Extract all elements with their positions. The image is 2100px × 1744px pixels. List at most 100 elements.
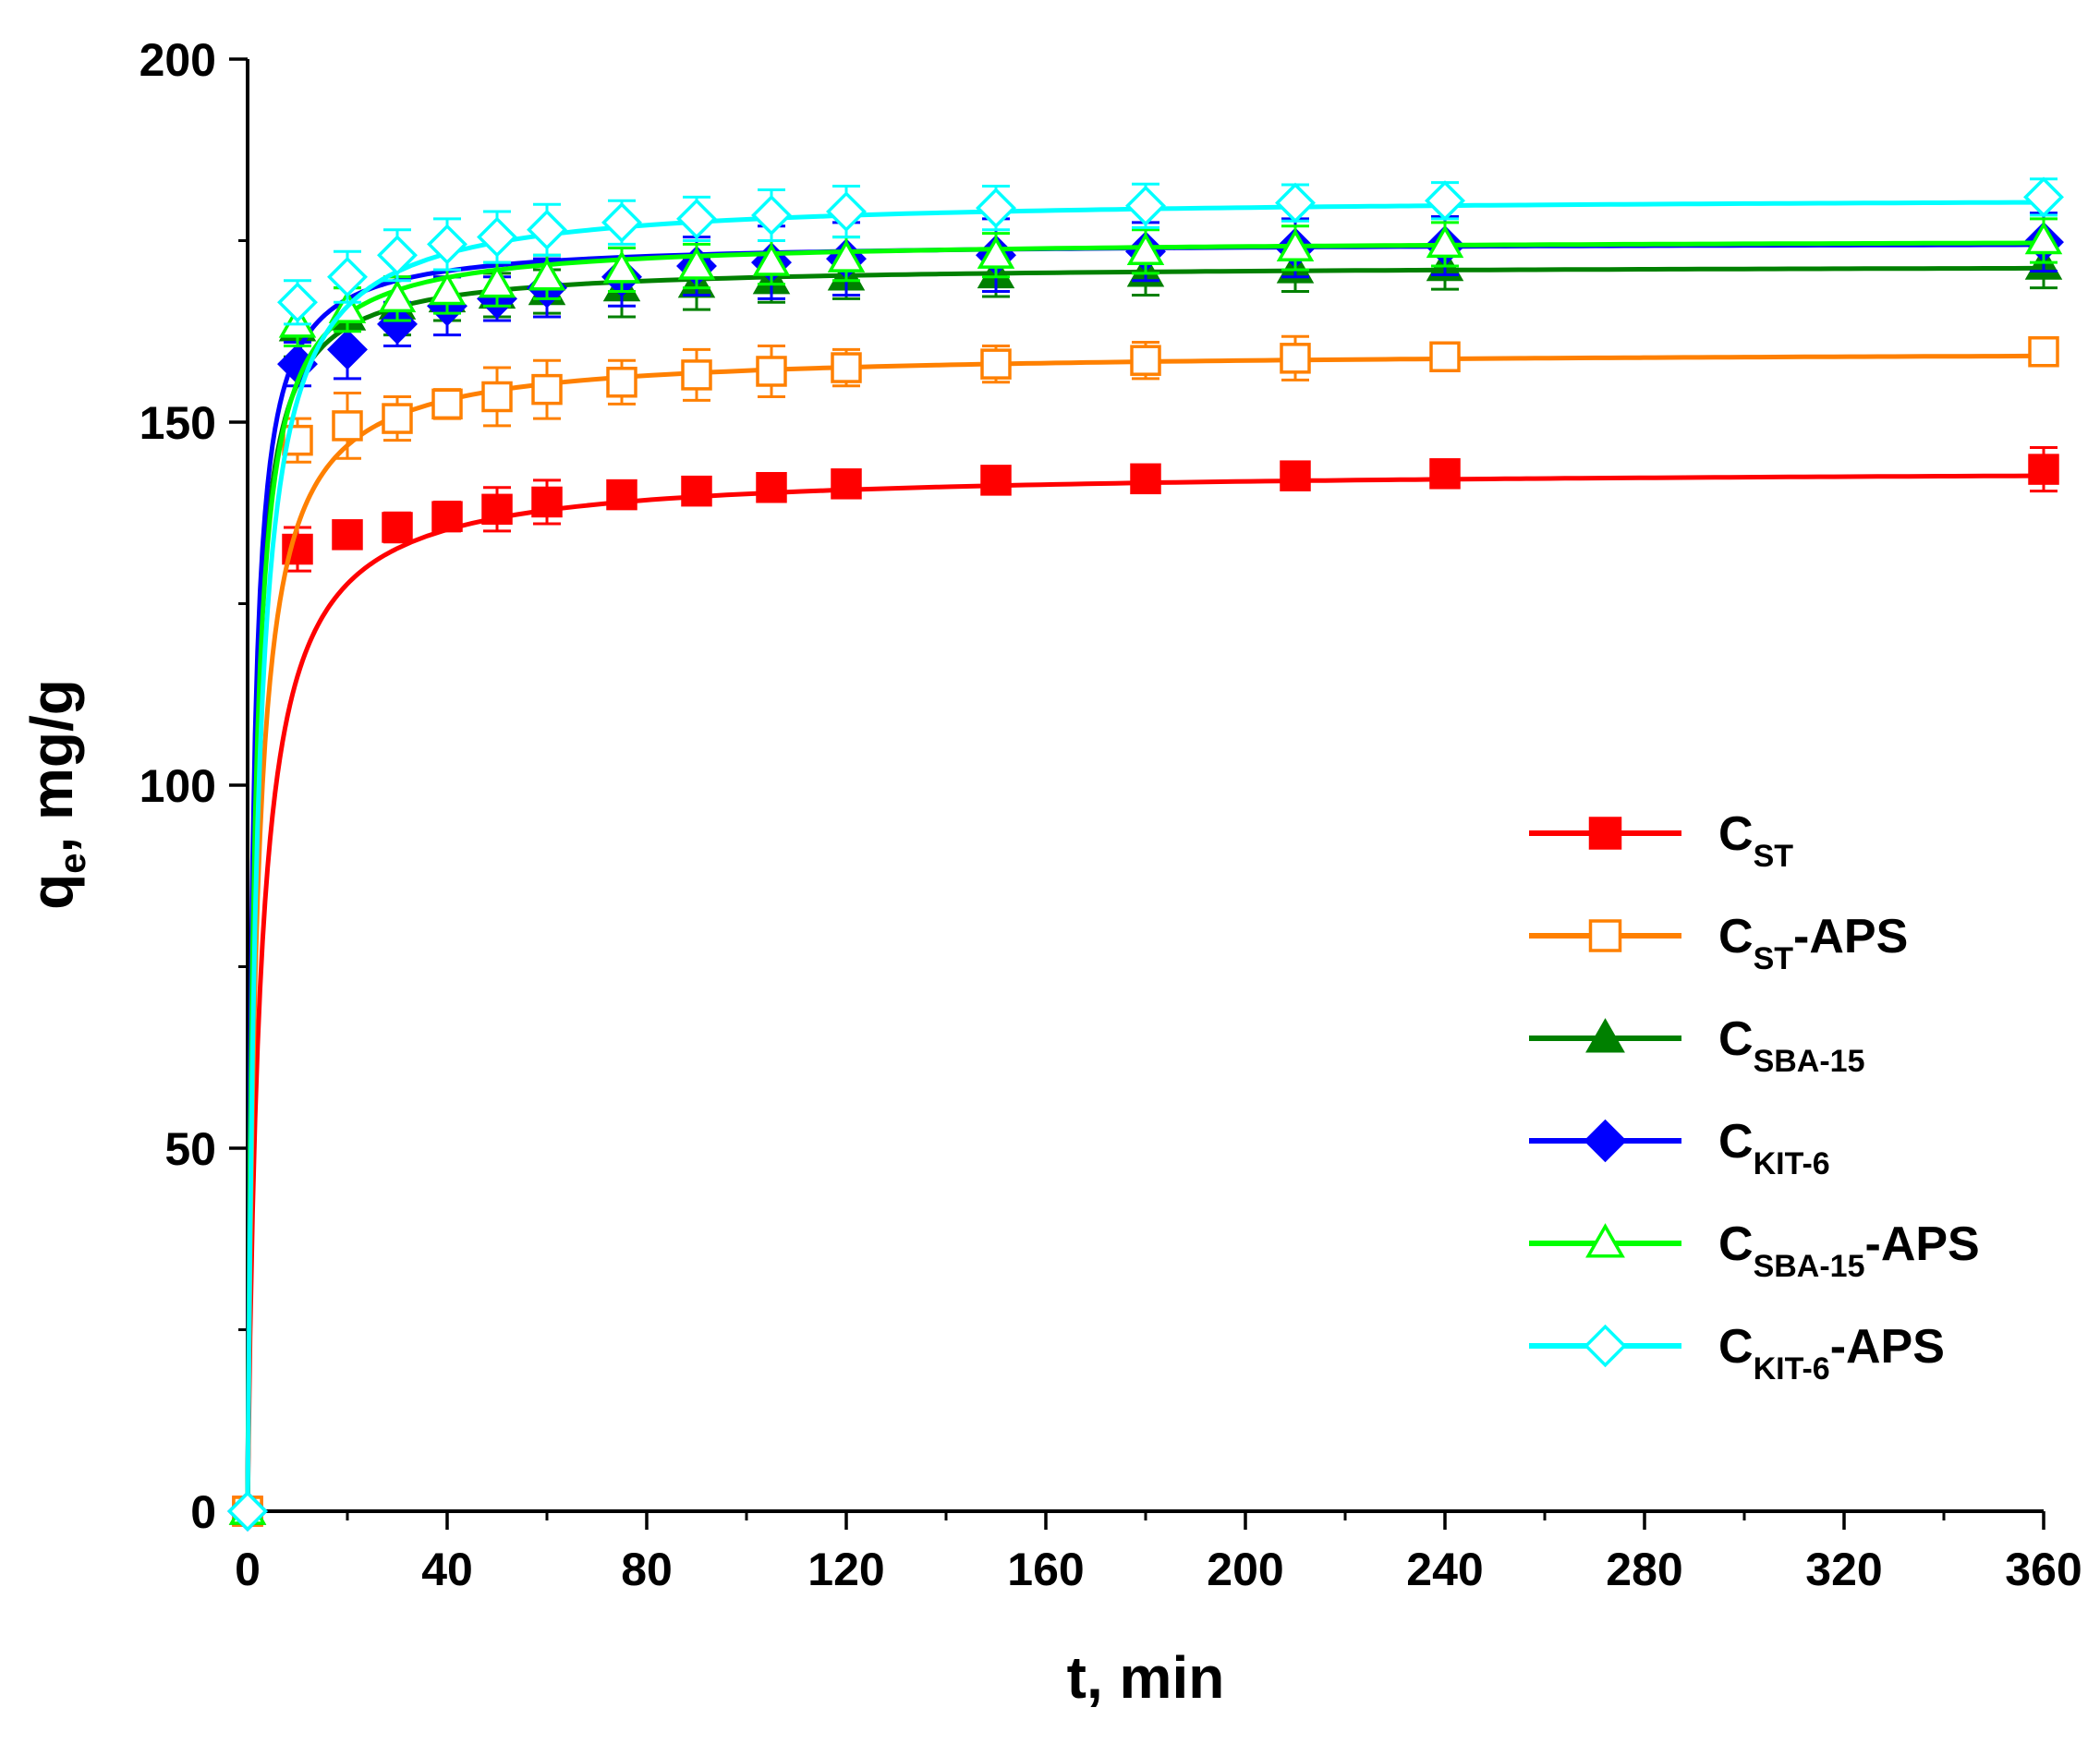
data-point bbox=[527, 209, 567, 250]
x-tick-label: 120 bbox=[807, 1544, 884, 1595]
legend-item: CKIT-6 bbox=[1529, 1115, 1830, 1181]
data-point bbox=[1280, 460, 1311, 491]
x-tick-label: 320 bbox=[1805, 1544, 1882, 1595]
data-point bbox=[752, 243, 791, 276]
data-point bbox=[681, 359, 712, 391]
data-point bbox=[681, 475, 712, 507]
legend: CSTCST-APSCSBA-15CKIT-6CSBA-15-APSCKIT-6… bbox=[1529, 807, 1980, 1387]
data-point bbox=[1130, 463, 1161, 495]
legend-label-main: C bbox=[1718, 807, 1754, 861]
data-point bbox=[1585, 1223, 1625, 1258]
legend-label-main: C bbox=[1718, 1115, 1754, 1169]
data-point bbox=[1588, 817, 1622, 850]
legend-label-suffix: -APS bbox=[1793, 910, 1908, 963]
data-point bbox=[327, 256, 368, 297]
data-point bbox=[976, 188, 1016, 229]
data-point bbox=[431, 501, 463, 532]
y-axis-title-main: q bbox=[18, 874, 85, 910]
data-point bbox=[1125, 185, 1166, 226]
data-point bbox=[2023, 176, 2064, 218]
axes: 0 40 80 120 160 200 240 280 320 360 0 50 100 150 200 bbox=[140, 34, 2082, 1595]
legend-item: CST-APS bbox=[1529, 910, 1908, 976]
data-point bbox=[1275, 182, 1316, 224]
y-tick-label: 50 bbox=[164, 1123, 216, 1175]
legend-label-sub: KIT-6 bbox=[1754, 1146, 1830, 1181]
y-axis-title-rest: , mg/g bbox=[18, 679, 85, 853]
data-point bbox=[2028, 454, 2059, 485]
data-point bbox=[332, 519, 363, 551]
data-point bbox=[977, 236, 1015, 269]
data-point bbox=[756, 471, 787, 503]
data-point bbox=[602, 250, 641, 284]
x-tick-label: 80 bbox=[621, 1544, 673, 1595]
x-tick-label: 360 bbox=[2005, 1544, 2082, 1595]
legend-label: CSBA-15-APS bbox=[1718, 1217, 1980, 1284]
y-tick-label: 200 bbox=[140, 34, 216, 86]
data-point bbox=[531, 373, 563, 406]
data-point bbox=[2028, 336, 2059, 368]
series-c-st bbox=[232, 446, 2059, 1527]
data-point bbox=[1588, 919, 1622, 952]
y-tick-label: 0 bbox=[190, 1486, 216, 1538]
legend-label-sub: SBA-15 bbox=[1754, 1044, 1865, 1079]
data-point bbox=[827, 239, 866, 272]
data-point bbox=[332, 410, 363, 442]
legend-label-sub: KIT-6 bbox=[1754, 1351, 1830, 1387]
data-point bbox=[1584, 1119, 1627, 1163]
legend-item: CKIT-6-APS bbox=[1529, 1320, 1945, 1387]
legend-label-sub: ST bbox=[1754, 839, 1794, 874]
data-point bbox=[831, 468, 862, 500]
x-tick-label: 200 bbox=[1207, 1544, 1283, 1595]
data-point bbox=[606, 478, 637, 511]
x-tick-label: 240 bbox=[1406, 1544, 1483, 1595]
data-point bbox=[1584, 1324, 1627, 1368]
data-point bbox=[1429, 458, 1461, 490]
data-point bbox=[477, 216, 517, 258]
data-point bbox=[606, 367, 637, 398]
legend-label: CSBA-15 bbox=[1718, 1012, 1865, 1079]
data-point bbox=[831, 352, 862, 383]
data-point bbox=[382, 512, 413, 543]
data-point bbox=[227, 1491, 268, 1532]
data-point bbox=[481, 381, 513, 413]
data-point bbox=[980, 348, 1012, 380]
legend-label: CKIT-6 bbox=[1718, 1115, 1830, 1181]
data-point bbox=[1130, 345, 1161, 376]
y-tick-label: 150 bbox=[140, 397, 216, 449]
legend-label: CST bbox=[1718, 807, 1793, 874]
series-c-st-aps bbox=[232, 334, 2059, 1527]
series-c-kit-6-aps bbox=[227, 176, 2064, 1532]
data-point bbox=[1585, 1018, 1625, 1053]
series-layer bbox=[227, 176, 2064, 1532]
data-point bbox=[826, 191, 867, 233]
data-point bbox=[1276, 228, 1315, 262]
x-tick-label: 40 bbox=[421, 1544, 473, 1595]
data-point bbox=[327, 329, 368, 370]
legend-item: CSBA-15 bbox=[1529, 1012, 1865, 1079]
x-tick-label: 160 bbox=[1007, 1544, 1084, 1595]
data-point bbox=[1280, 343, 1311, 374]
data-point bbox=[2024, 221, 2063, 255]
data-point bbox=[980, 465, 1012, 496]
data-point bbox=[677, 247, 716, 280]
data-point bbox=[478, 264, 516, 298]
data-point bbox=[277, 282, 318, 323]
data-point bbox=[382, 403, 413, 434]
y-axis-title: qe, mg/g bbox=[18, 679, 93, 910]
data-point bbox=[1426, 224, 1464, 259]
y-tick-label: 100 bbox=[140, 760, 216, 812]
data-point bbox=[428, 272, 467, 306]
data-point bbox=[377, 235, 418, 276]
legend-label: CST-APS bbox=[1718, 910, 1908, 976]
x-tick-label: 280 bbox=[1606, 1544, 1682, 1595]
data-point bbox=[481, 493, 513, 526]
x-tick-label: 0 bbox=[235, 1544, 261, 1595]
data-point bbox=[751, 195, 792, 236]
legend-item: CST bbox=[1529, 807, 1793, 874]
legend-label-sub: ST bbox=[1754, 941, 1794, 976]
x-axis-title: t, min bbox=[1067, 1644, 1225, 1711]
data-point bbox=[1126, 232, 1165, 265]
legend-label-sub: SBA-15 bbox=[1754, 1249, 1865, 1284]
legend-label: CKIT-6-APS bbox=[1718, 1320, 1945, 1387]
